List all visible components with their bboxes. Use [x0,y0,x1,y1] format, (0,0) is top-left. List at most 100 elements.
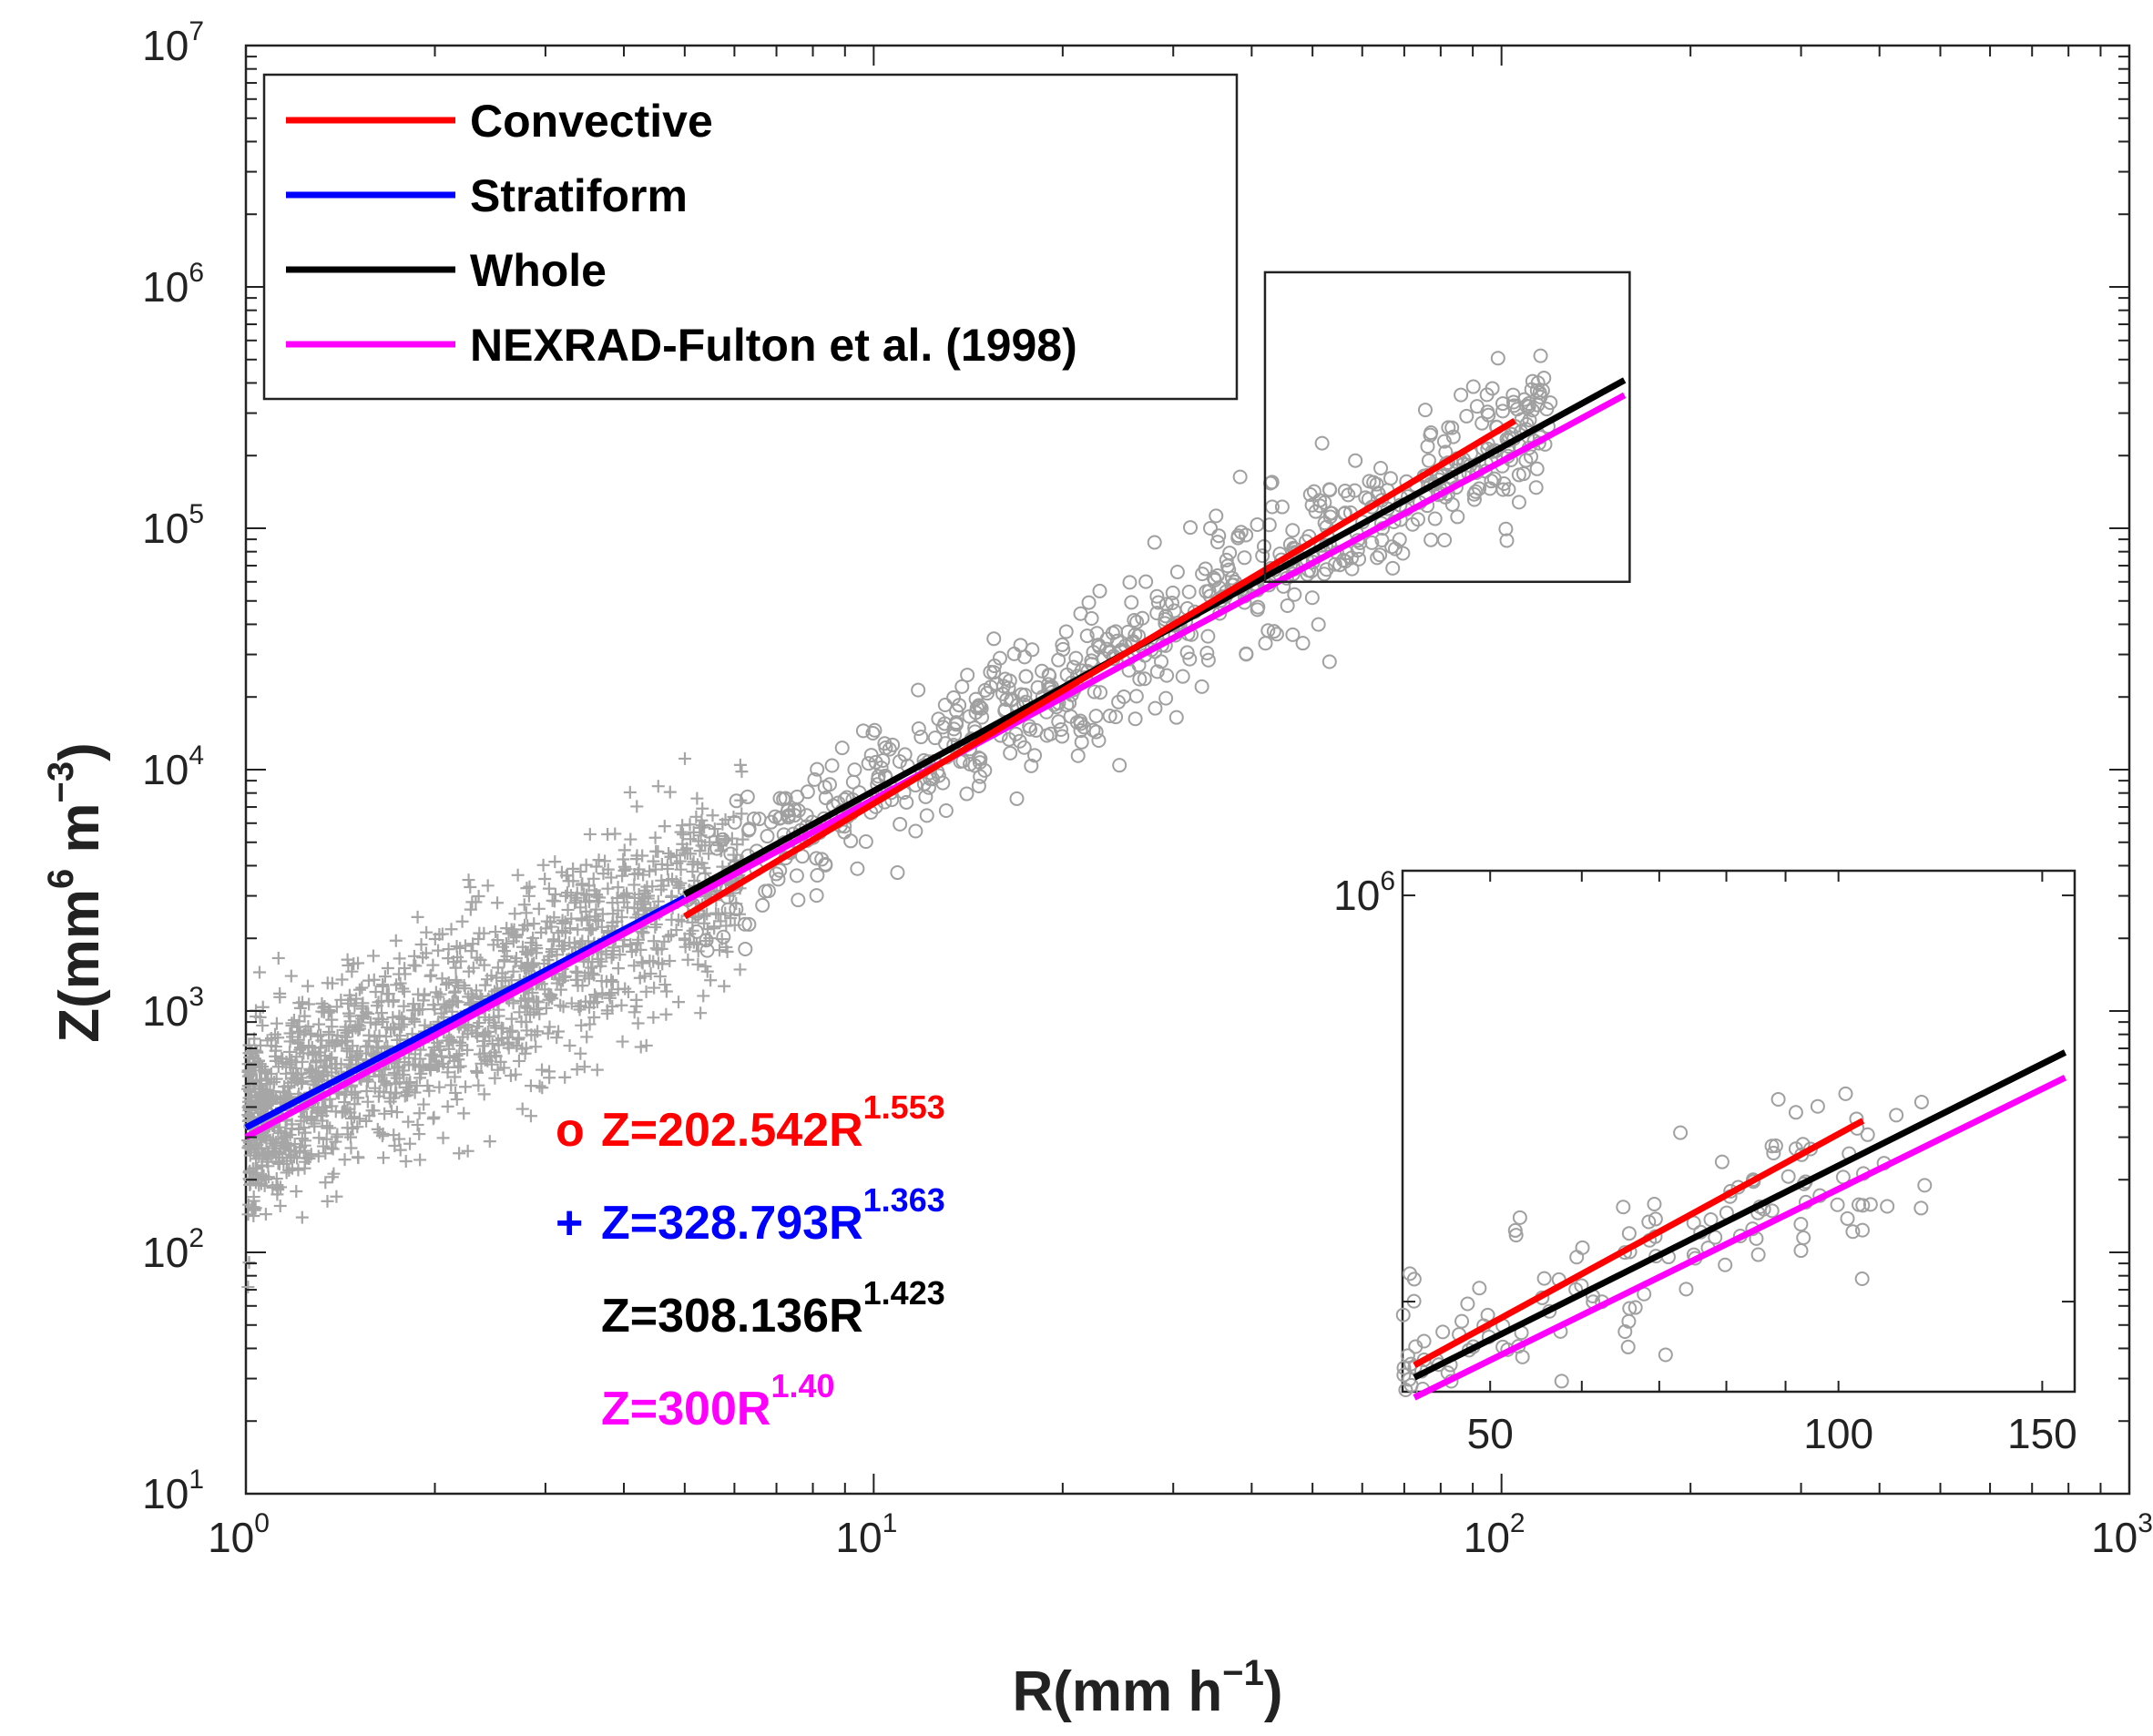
stratiform-point [250,1074,263,1088]
stratiform-point [273,1200,287,1213]
stratiform-point [519,945,533,958]
inset-point [1622,1301,1638,1316]
stratiform-point [330,1000,343,1014]
convective-point [1490,351,1505,366]
stratiform-point [520,882,534,895]
stratiform-point [641,892,655,905]
stratiform-point [548,894,562,908]
inset-point [1793,1217,1809,1232]
inset-point [1472,1281,1487,1296]
stratiform-point [527,1006,541,1019]
stratiform-point [653,969,667,983]
convective-point [1466,486,1482,502]
convective-point [1041,667,1056,682]
stratiform-point [691,945,705,958]
stratiform-point [533,1079,546,1093]
stratiform-point [526,931,540,945]
inset-point [1628,1300,1643,1315]
convective-point [1525,373,1540,389]
stratiform-point [388,1022,402,1036]
convective-point [738,941,753,956]
stratiform-point [674,825,688,839]
stratiform-point [686,864,699,878]
stratiform-point [419,946,433,960]
y-tick-label: 107 [142,16,204,69]
stratiform-point [360,1084,373,1098]
stratiform-point [312,1131,326,1145]
stratiform-point [372,1012,385,1026]
stratiform-point [649,917,663,931]
inset-point [1673,1125,1689,1140]
stratiform-point [325,976,339,990]
convective-point [758,883,773,899]
stratiform-point [303,1062,317,1076]
stratiform-point [382,994,395,1007]
stratiform-point [289,1056,302,1069]
stratiform-point [260,1134,273,1148]
convective-point [858,834,873,850]
stratiform-point [425,1047,439,1061]
stratiform-point [390,1106,403,1119]
stratiform-point [345,1121,359,1135]
convective-point [1364,535,1380,550]
convective-point [913,730,929,745]
stratiform-point [414,1067,428,1080]
convective-point [1088,709,1104,724]
convective-point [1498,521,1514,536]
stratiform-point [377,1075,391,1088]
convective-point [867,722,883,738]
stratiform-point [574,864,587,878]
stratiform-point [253,1038,267,1052]
convective-point [699,933,714,948]
stratiform-point [389,934,403,947]
inset-point [1454,1313,1470,1329]
convective-point [921,780,936,795]
stratiform-point [647,854,660,868]
convective-point [1035,663,1050,679]
inset-point [1679,1282,1694,1297]
convective-point [1093,685,1108,700]
stratiform-point [528,1028,542,1042]
stratiform-point [556,1000,570,1014]
stratiform-point [647,1011,660,1025]
stratiform-point [356,996,370,1010]
convective-point [1348,453,1363,468]
stratiform-point [385,1104,399,1118]
stratiform-point [271,1124,285,1138]
stratiform-point [378,1107,392,1120]
stratiform-point [515,1015,528,1028]
stratiform-point [636,956,649,970]
stratiform-point [462,873,475,887]
inset-point [1435,1324,1451,1340]
stratiform-point [624,832,638,846]
convective-point [1495,396,1510,412]
stratiform-point [369,1017,383,1031]
stratiform-point [697,989,710,1003]
stratiform-point [444,923,458,936]
stratiform-point [449,1086,463,1099]
stratiform-point [390,1071,403,1085]
stratiform-point [295,1132,309,1146]
stratiform-point [719,906,732,920]
stratiform-point [580,1030,594,1044]
convective-point [1421,453,1436,468]
stratiform-point [476,1028,490,1042]
inset-point [1840,1210,1855,1226]
stratiform-point [351,1091,364,1105]
stratiform-point [270,1188,284,1201]
equation-text: Z=328.793R1.363 [601,1181,945,1250]
convective-point [1053,721,1068,737]
convective-point [1211,528,1227,544]
stratiform-point [350,992,363,1006]
stratiform-point [651,894,665,908]
inset-point [1569,1250,1585,1265]
stratiform-point [481,879,495,893]
stratiform-point [320,1059,333,1073]
convective-point [1041,677,1056,692]
stratiform-point [583,827,597,841]
convective-point [1314,435,1330,451]
stratiform-point [310,1106,323,1119]
stratiform-point [730,838,744,852]
stratiform-point [519,1041,533,1055]
stratiform-point [571,966,585,980]
